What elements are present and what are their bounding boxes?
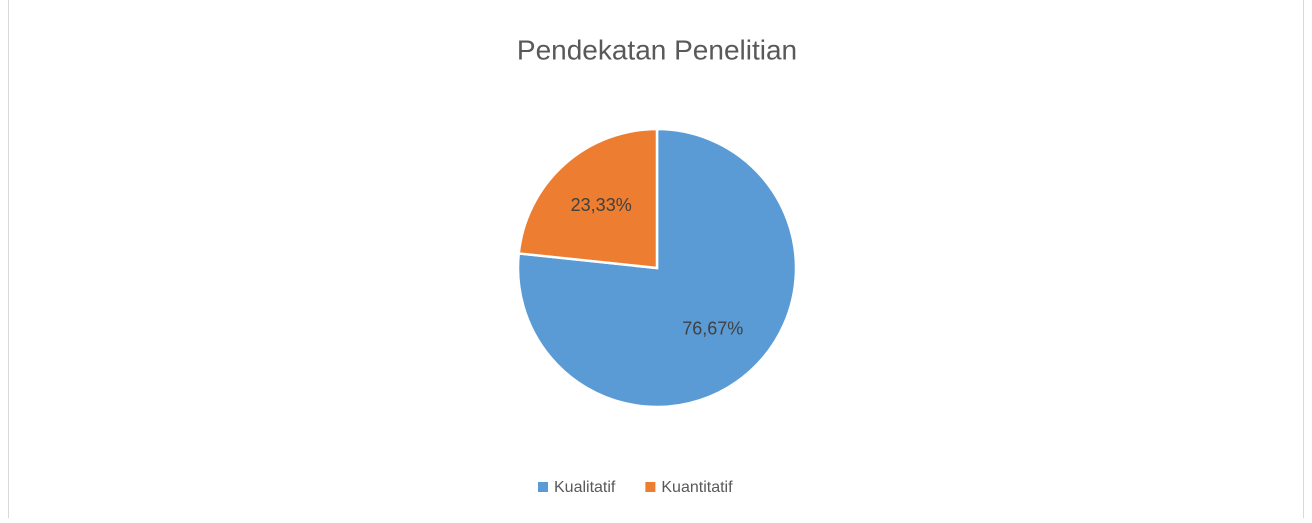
data-label: 23,33% bbox=[571, 195, 632, 215]
legend-swatch bbox=[538, 482, 548, 492]
legend-label: Kualitatif bbox=[554, 479, 616, 496]
data-label: 76,67% bbox=[682, 319, 743, 339]
pie-slice bbox=[517, 127, 659, 270]
legend-swatch bbox=[645, 482, 656, 492]
legend-label: Kuantitatif bbox=[661, 479, 733, 496]
chart-title: Pendekatan Penelitian bbox=[517, 34, 797, 65]
